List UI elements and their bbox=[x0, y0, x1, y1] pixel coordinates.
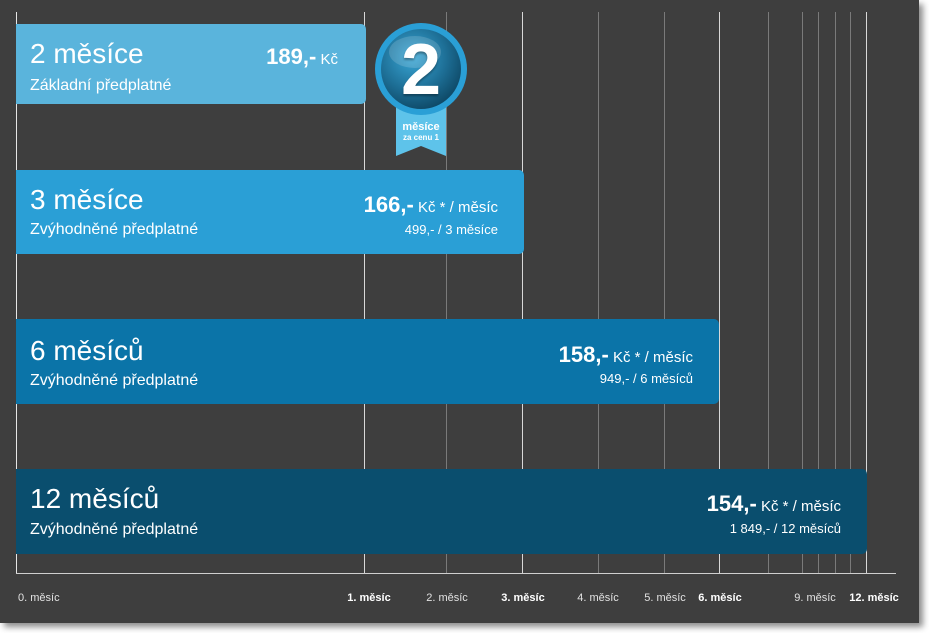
gridline-month-9 bbox=[818, 12, 819, 574]
plan-total: 1 849,- / 12 měsíců bbox=[729, 521, 841, 536]
badge-medal-icon bbox=[375, 23, 467, 156]
price-amount: 154,- bbox=[706, 491, 757, 516]
axis-label-6: 6. měsíc bbox=[698, 592, 742, 604]
axis-label-12: 12. měsíc bbox=[849, 592, 899, 604]
gridline-month-11 bbox=[850, 12, 851, 574]
plan-price: 154,- Kč * / měsíc bbox=[707, 493, 841, 515]
plan-subtitle: Základní předplatné bbox=[30, 77, 172, 94]
plan-subtitle: Zvýhodněné předplatné bbox=[30, 372, 199, 389]
gridline-month-10 bbox=[835, 12, 836, 574]
axis-label-3: 3. měsíc bbox=[501, 592, 545, 604]
gridline-month-8 bbox=[802, 12, 803, 574]
plan-price: 158,- Kč * / měsíc bbox=[559, 344, 693, 366]
price-amount: 158,- bbox=[558, 342, 609, 367]
gridline-month-5 bbox=[664, 12, 665, 574]
plan-title: 6 měsíců bbox=[30, 335, 144, 366]
timeline-axis bbox=[16, 573, 896, 574]
badge-digit: 2 bbox=[400, 30, 442, 110]
axis-label-0: 0. měsíc bbox=[18, 592, 60, 604]
plan-total: 499,- / 3 měsíce bbox=[404, 222, 498, 237]
plan-2-months[interactable]: 2 měsíce Základní předplatné 189,- Kč bbox=[16, 24, 366, 104]
axis-label-4: 4. měsíc bbox=[577, 592, 619, 604]
pricing-panel: 0. měsíc 1. měsíc 2. měsíc 3. měsíc 4. m… bbox=[0, 0, 919, 623]
axis-label-9: 9. měsíc bbox=[794, 592, 836, 604]
plan-title: 12 měsíců bbox=[30, 483, 160, 514]
gridline-month-4 bbox=[598, 12, 599, 574]
gridline-month-12 bbox=[866, 12, 867, 574]
plan-6-months[interactable]: 6 měsíců Zvýhodněné předplatné 158,- Kč … bbox=[16, 319, 719, 404]
gridline-month-1 bbox=[364, 12, 365, 574]
price-unit: Kč * / měsíc bbox=[413, 199, 498, 216]
plan-subtitle: Zvýhodněné předplatné bbox=[30, 221, 199, 238]
gridline-month-7 bbox=[768, 12, 769, 574]
gridline-month-0 bbox=[16, 12, 17, 574]
gridline-month-3 bbox=[522, 12, 523, 574]
plan-title: 3 měsíce bbox=[30, 184, 144, 215]
axis-label-5: 5. měsíc bbox=[644, 592, 686, 604]
price-unit: Kč * / měsíc bbox=[756, 498, 841, 515]
badge-line2: za cenu 1 bbox=[402, 133, 439, 142]
axis-label-2: 2. měsíc bbox=[426, 592, 468, 604]
two-for-one-badge: 2 měsíce za cenu 1 bbox=[373, 22, 469, 158]
price-unit: Kč bbox=[316, 51, 338, 68]
gridline-month-2 bbox=[446, 12, 447, 574]
plan-subtitle: Zvýhodněné předplatné bbox=[30, 521, 199, 538]
price-unit: Kč * / měsíc bbox=[608, 349, 693, 366]
plan-price: 166,- Kč * / měsíc bbox=[364, 194, 498, 216]
plan-3-months[interactable]: 3 měsíce Zvýhodněné předplatné 166,- Kč … bbox=[16, 170, 524, 254]
plan-price: 189,- Kč bbox=[266, 46, 338, 68]
price-amount: 189,- bbox=[266, 44, 317, 69]
badge-line1: měsíce bbox=[402, 121, 440, 133]
plan-title: 2 měsíce bbox=[30, 38, 144, 69]
gridline-month-6 bbox=[719, 12, 720, 574]
plan-total: 949,- / 6 měsíců bbox=[599, 371, 693, 386]
plan-12-months[interactable]: 12 měsíců Zvýhodněné předplatné 154,- Kč… bbox=[16, 469, 867, 554]
axis-label-1: 1. měsíc bbox=[347, 592, 391, 604]
price-amount: 166,- bbox=[363, 192, 414, 217]
